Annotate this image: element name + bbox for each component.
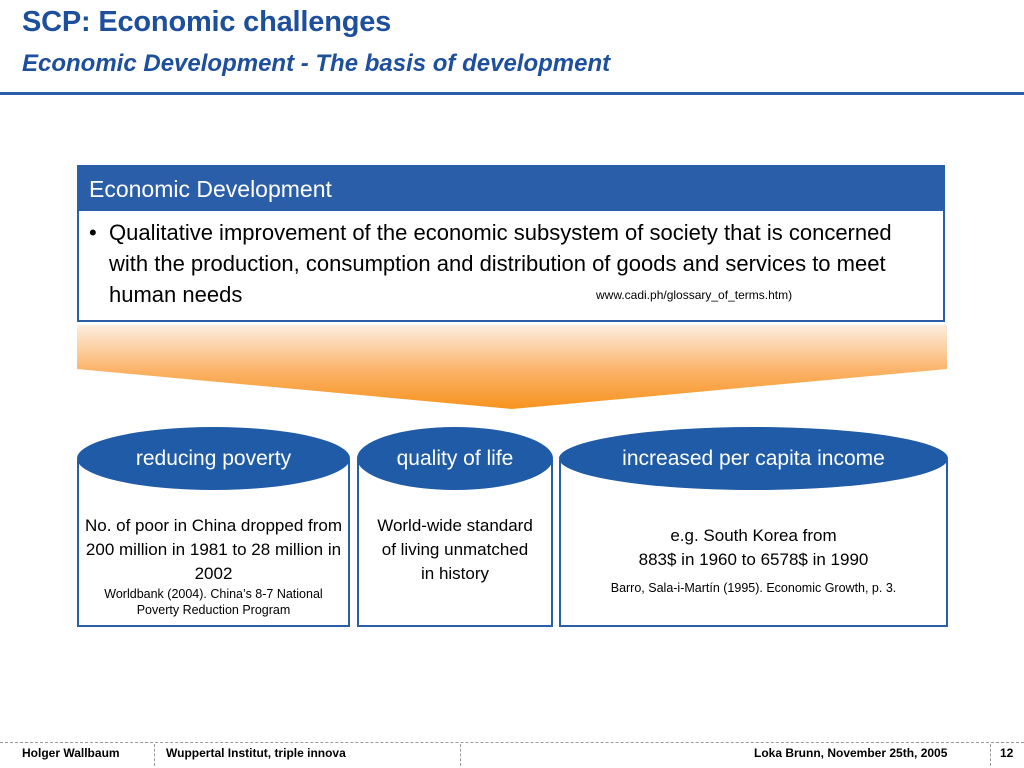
footer-page-number: 12 [1000,746,1014,760]
title-divider [0,92,1024,95]
footer-separator [990,744,991,766]
oval-per-capita-income: increased per capita income [559,427,948,490]
footer-separator [460,744,461,766]
bullet-marker: • [89,220,97,245]
footer-author: Holger Wallbaum [22,746,120,760]
slide-subtitle: Economic Development - The basis of deve… [22,50,611,77]
footer-separator [154,744,155,766]
footer-event: Loka Brunn, November 25th, 2005 [754,746,948,760]
pillar-per-capita-income-line1: e.g. South Korea from [670,526,837,545]
pillar-reducing-poverty-source: Worldbank (2004). China’s 8-7 National P… [104,587,323,617]
pillar-quality-of-life-text: World-wide standard of living unmatched … [377,516,533,583]
definition-source: www.cadi.ph/glossary_of_terms.htm) [596,288,793,302]
footer-institute: Wuppertal Institut, triple innova [166,746,346,760]
funnel-arrow [77,325,947,409]
definition-body: • Qualitative improvement of the economi… [79,211,943,310]
oval-reducing-poverty: reducing poverty [77,427,350,490]
oval-quality-of-life: quality of life [357,427,553,490]
definition-text: Qualitative improvement of the economic … [109,220,892,307]
slide-title: SCP: Economic challenges [22,6,392,38]
definition-box: Economic Development • Qualitative impro… [77,165,945,322]
footer-divider [0,742,1024,743]
definition-header: Economic Development [79,167,943,211]
pillar-reducing-poverty-text: No. of poor in China dropped from 200 mi… [84,516,343,583]
pillar-per-capita-income-line2: 883$ in 1960 to 6578$ in 1990 [638,550,869,569]
pillar-per-capita-income-source: Barro, Sala-i-Martín (1995). Economic Gr… [610,581,897,595]
